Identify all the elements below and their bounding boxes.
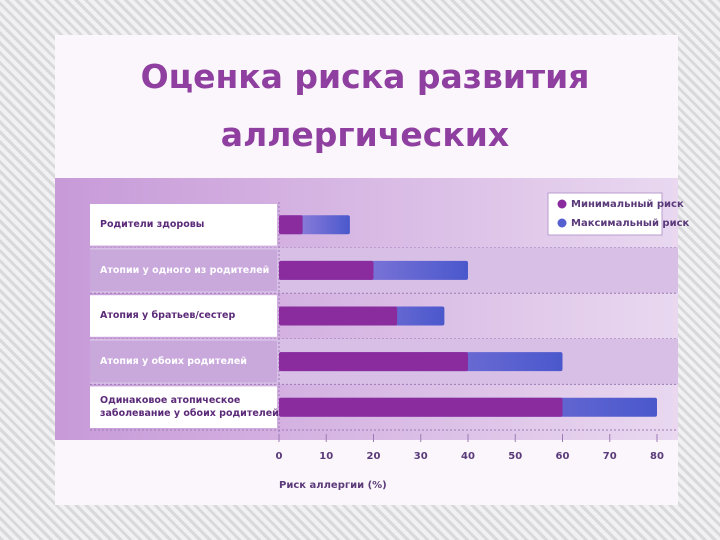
x-tick-label: 0: [276, 451, 283, 462]
category-label-box: Атопии у одного из родителей: [100, 264, 270, 276]
x-tick-label: 50: [508, 451, 522, 462]
category-label: Атопия у обоих родителей: [100, 356, 247, 368]
category-label-box: Атопия у обоих родителей: [100, 356, 247, 368]
category-label: Атопия у братьев/сестер: [100, 310, 236, 322]
label-box: [90, 386, 277, 428]
legend-swatch: [557, 199, 567, 209]
label-box: [90, 295, 277, 337]
x-tick-label: 40: [461, 451, 475, 462]
x-axis-label: Риск аллергии (%): [279, 480, 387, 491]
category-label-box: Родители здоровы: [100, 219, 205, 231]
x-tick-label: 80: [650, 451, 664, 462]
x-tick-label: 20: [367, 451, 381, 462]
x-tick-label: 10: [319, 451, 333, 462]
bar-min: [279, 306, 398, 326]
category-label-box: Атопия у братьев/сестер: [100, 310, 236, 322]
bar-min: [279, 215, 303, 235]
label-box: [90, 249, 277, 292]
bar-min: [279, 397, 563, 417]
bar-min: [279, 352, 468, 372]
bar-min: [279, 260, 374, 280]
legend-swatch: [557, 218, 567, 228]
category-label-box: Одинаковое атопическое заболевание у обо…: [100, 395, 279, 420]
x-tick-label: 60: [556, 451, 570, 462]
category-label: Атопии у одного из родителей: [100, 264, 270, 276]
label-box: [90, 340, 277, 383]
x-tick-label: 30: [414, 451, 428, 462]
category-label: Родители здоровы: [100, 219, 205, 231]
label-box: [90, 204, 277, 246]
category-label: Одинаковое атопическое заболевание у обо…: [100, 395, 279, 420]
legend-label: Минимальный риск: [571, 199, 684, 210]
x-tick-label: 70: [603, 451, 617, 462]
legend-box: [547, 192, 663, 236]
legend-label: Максимальный риск: [571, 218, 690, 229]
